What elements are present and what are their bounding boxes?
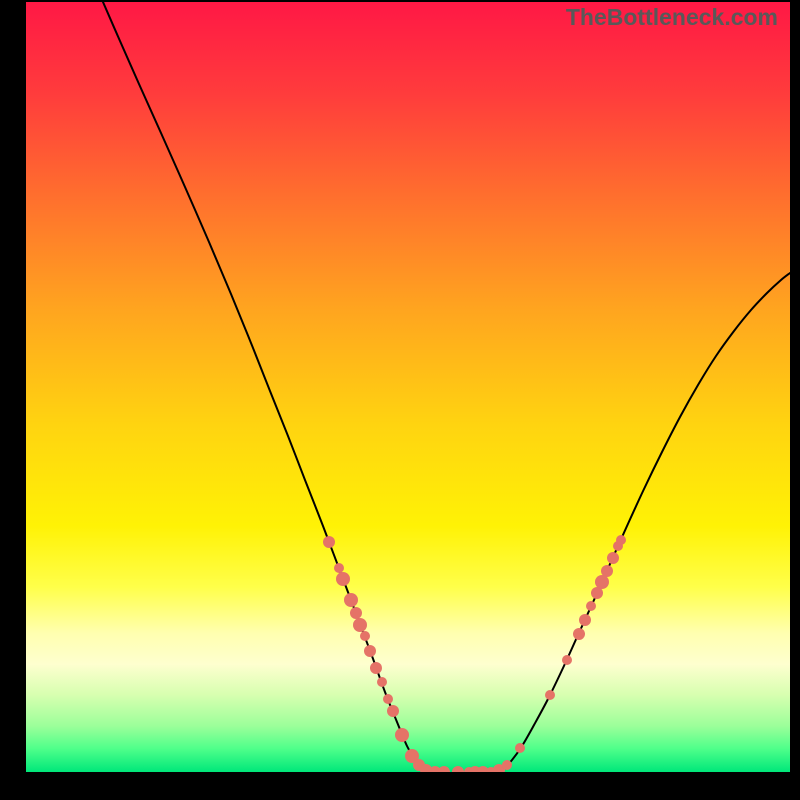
curve-layer	[26, 2, 790, 772]
data-marker	[350, 607, 362, 619]
data-marker	[353, 618, 367, 632]
data-marker	[579, 614, 591, 626]
data-marker	[336, 572, 350, 586]
data-marker	[601, 565, 613, 577]
data-marker	[452, 766, 464, 772]
data-marker	[360, 631, 370, 641]
data-marker	[395, 728, 409, 742]
data-marker	[377, 677, 387, 687]
chart-frame: TheBottleneck.com	[0, 0, 800, 800]
data-marker	[323, 536, 335, 548]
data-marker	[334, 563, 344, 573]
left-curve	[103, 2, 428, 771]
data-marker	[387, 705, 399, 717]
data-marker	[595, 575, 609, 589]
data-marker	[383, 694, 393, 704]
data-marker	[438, 766, 450, 772]
data-marker	[586, 601, 596, 611]
data-marker	[502, 760, 512, 770]
data-marker	[344, 593, 358, 607]
data-marker	[573, 628, 585, 640]
data-marker	[545, 690, 555, 700]
plot-area: TheBottleneck.com	[26, 2, 790, 772]
data-marker	[607, 552, 619, 564]
data-marker	[364, 645, 376, 657]
right-curve	[497, 273, 790, 771]
data-marker	[515, 743, 525, 753]
data-marker	[562, 655, 572, 665]
data-marker	[370, 662, 382, 674]
data-marker	[616, 535, 626, 545]
